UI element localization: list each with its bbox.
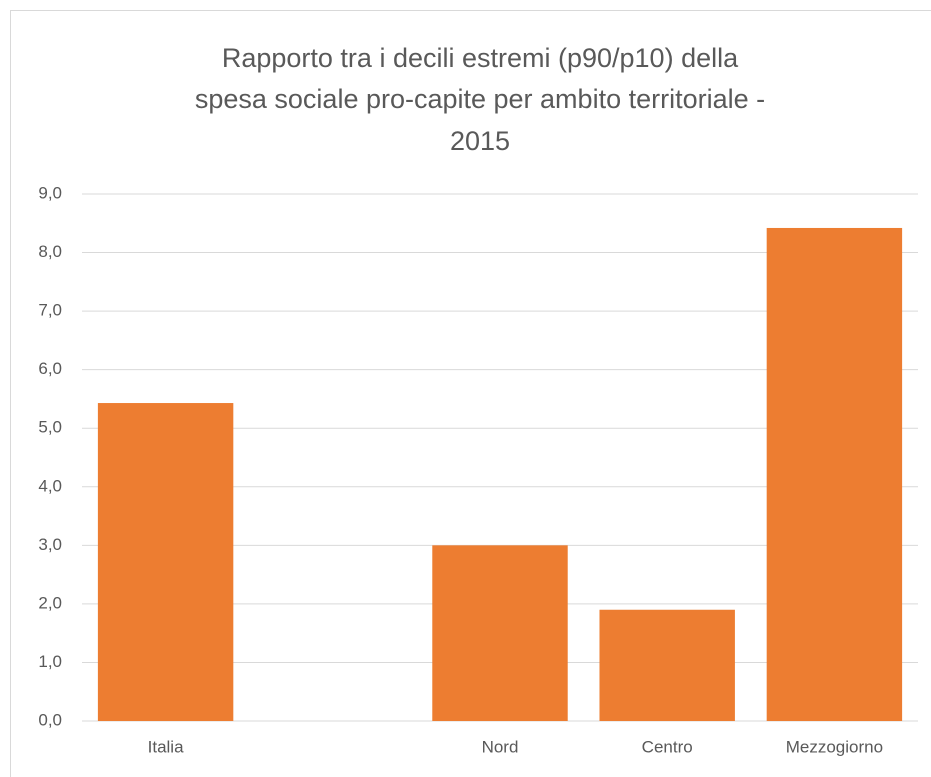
bar [599,609,735,721]
y-tick-label: 3,0 [38,535,62,554]
x-tick-label: Mezzogiorno [786,737,883,756]
bar [97,403,234,721]
x-tick-label: Centro [642,737,693,756]
bar [766,227,903,721]
y-tick-label: 6,0 [38,359,62,378]
y-tick-label: 0,0 [38,710,62,729]
y-tick-label: 8,0 [38,242,62,261]
y-tick-label: 7,0 [38,301,62,320]
y-tick-label: 9,0 [38,183,62,202]
chart-title: Rapporto tra i decili estremi (p90/p10) … [222,43,739,73]
x-tick-label: Italia [148,737,184,756]
y-tick-label: 4,0 [38,476,62,495]
y-tick-label: 5,0 [38,418,62,437]
chart-title: spesa sociale pro-capite per ambito terr… [195,84,765,114]
bar [432,545,568,721]
x-tick-label: Nord [482,737,519,756]
y-tick-label: 1,0 [38,652,62,671]
y-tick-label: 2,0 [38,593,62,612]
chart-title: 2015 [450,126,510,156]
